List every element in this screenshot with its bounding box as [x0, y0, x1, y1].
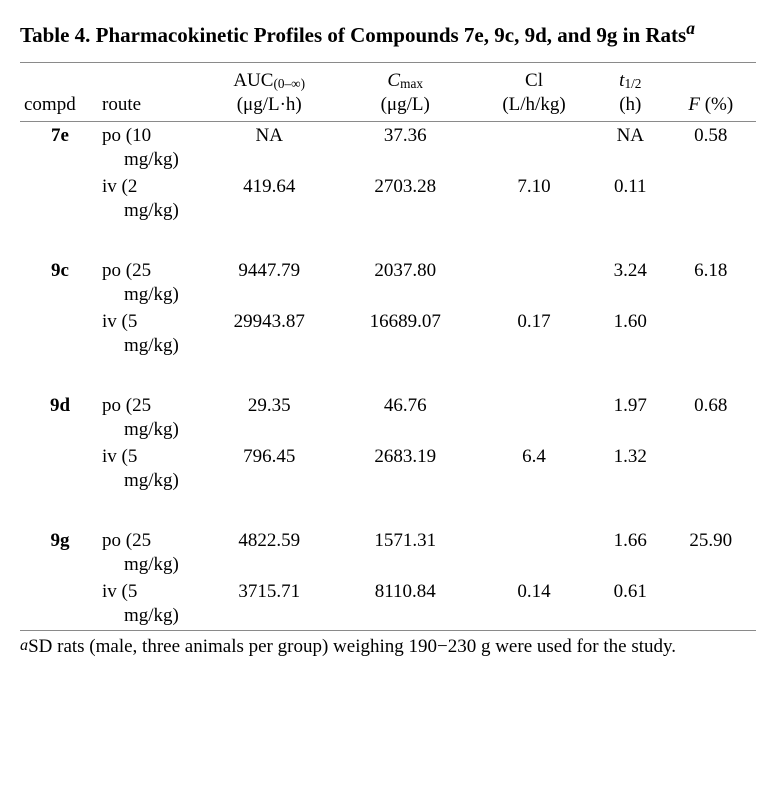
cell-auc: 9447.79	[201, 225, 337, 309]
cell-auc: 4822.59	[201, 495, 337, 579]
cell-t12: 1.60	[595, 308, 666, 360]
table-row: iv (5mg/kg)3715.718110.840.140.61	[20, 578, 756, 630]
pk-table: compd route AUC(0–∞) (μg/L·h) Cmax (μg/L…	[20, 62, 756, 630]
cell-route: po (25mg/kg)	[98, 225, 201, 309]
col-f: F (%)	[666, 63, 756, 122]
cell-f: 0.58	[666, 121, 756, 173]
table-row: 9dpo (25mg/kg)29.3546.76 1.970.68	[20, 360, 756, 444]
cell-f	[666, 443, 756, 495]
col-cmax: Cmax (μg/L)	[337, 63, 473, 122]
cell-compd: 9d	[20, 360, 98, 444]
table-row: iv (5mg/kg)29943.8716689.070.171.60	[20, 308, 756, 360]
cell-route: po (25mg/kg)	[98, 495, 201, 579]
cell-cmax: 2703.28	[337, 173, 473, 225]
cell-auc: 29.35	[201, 360, 337, 444]
cell-route: iv (5mg/kg)	[98, 443, 201, 495]
cell-route: iv (5mg/kg)	[98, 308, 201, 360]
cell-cmax: 46.76	[337, 360, 473, 444]
cell-compd	[20, 308, 98, 360]
cell-cl: 0.14	[473, 578, 595, 630]
table-title: Table 4. Pharmacokinetic Profiles of Com…	[20, 18, 756, 48]
cell-cl	[473, 360, 595, 444]
cell-t12: 1.32	[595, 443, 666, 495]
table-row: 9cpo (25mg/kg)9447.792037.80 3.246.18	[20, 225, 756, 309]
cell-compd	[20, 578, 98, 630]
col-compd: compd	[20, 63, 98, 122]
table-body: 7epo (10mg/kg)NA37.36NA0.58iv (2mg/kg)41…	[20, 121, 756, 630]
cell-f	[666, 578, 756, 630]
cell-f: 6.18	[666, 225, 756, 309]
cell-compd: 9c	[20, 225, 98, 309]
col-cl: Cl (L/h/kg)	[473, 63, 595, 122]
cell-auc: 419.64	[201, 173, 337, 225]
col-auc: AUC(0–∞) (μg/L·h)	[201, 63, 337, 122]
cell-t12: 1.66	[595, 495, 666, 579]
table-row: 7epo (10mg/kg)NA37.36NA0.58	[20, 121, 756, 173]
cell-compd: 7e	[20, 121, 98, 173]
pk-table-region: Table 4. Pharmacokinetic Profiles of Com…	[20, 18, 756, 659]
cell-route: po (10mg/kg)	[98, 121, 201, 173]
cell-compd: 9g	[20, 495, 98, 579]
cell-cmax: 2683.19	[337, 443, 473, 495]
cell-cmax: 2037.80	[337, 225, 473, 309]
cell-cl: 0.17	[473, 308, 595, 360]
table-row: 9gpo (25mg/kg)4822.591571.31 1.6625.90	[20, 495, 756, 579]
cell-t12: 1.97	[595, 360, 666, 444]
cell-cl	[473, 495, 595, 579]
cell-t12: 0.61	[595, 578, 666, 630]
cell-route: po (25mg/kg)	[98, 360, 201, 444]
cell-cmax: 1571.31	[337, 495, 473, 579]
title-marker: a	[686, 18, 695, 38]
cell-auc: 3715.71	[201, 578, 337, 630]
cell-auc: NA	[201, 121, 337, 173]
cell-cl	[473, 121, 595, 173]
cell-route: iv (5mg/kg)	[98, 578, 201, 630]
table-row: iv (2mg/kg)419.642703.287.100.11	[20, 173, 756, 225]
cell-route: iv (2mg/kg)	[98, 173, 201, 225]
cell-cmax: 8110.84	[337, 578, 473, 630]
cell-compd	[20, 443, 98, 495]
cell-cl	[473, 225, 595, 309]
cell-auc: 29943.87	[201, 308, 337, 360]
cell-cmax: 37.36	[337, 121, 473, 173]
cell-cl: 7.10	[473, 173, 595, 225]
cell-f	[666, 173, 756, 225]
cell-auc: 796.45	[201, 443, 337, 495]
header-row: compd route AUC(0–∞) (μg/L·h) Cmax (μg/L…	[20, 63, 756, 122]
title-text: Table 4. Pharmacokinetic Profiles of Com…	[20, 23, 686, 47]
table-row: iv (5mg/kg)796.452683.196.41.32	[20, 443, 756, 495]
col-route: route	[98, 63, 201, 122]
cell-t12: 0.11	[595, 173, 666, 225]
cell-cmax: 16689.07	[337, 308, 473, 360]
cell-f: 25.90	[666, 495, 756, 579]
cell-f	[666, 308, 756, 360]
cell-compd	[20, 173, 98, 225]
table-footnote: aSD rats (male, three animals per group)…	[20, 630, 756, 659]
footnote-marker: a	[20, 637, 28, 654]
cell-t12: 3.24	[595, 225, 666, 309]
col-t12: t1/2 (h)	[595, 63, 666, 122]
cell-cl: 6.4	[473, 443, 595, 495]
footnote-text: SD rats (male, three animals per group) …	[28, 636, 676, 657]
cell-f: 0.68	[666, 360, 756, 444]
cell-t12: NA	[595, 121, 666, 173]
